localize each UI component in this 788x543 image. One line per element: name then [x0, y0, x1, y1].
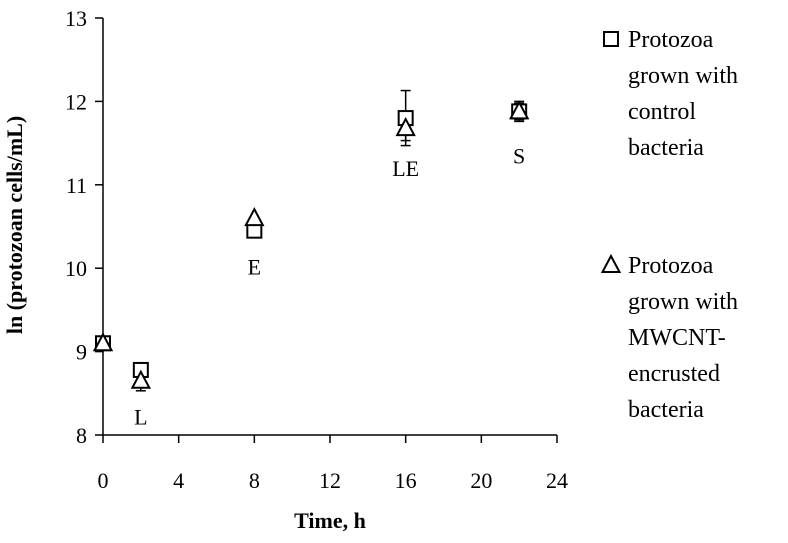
- y-tick-label: 9: [76, 340, 87, 365]
- triangle-data-point: [92, 332, 114, 352]
- axes: [95, 17, 558, 443]
- triangle-legend-marker: [600, 253, 622, 273]
- y-tick-label: 8: [76, 423, 87, 448]
- x-tick-label: 8: [249, 468, 260, 493]
- legend-label: Protozoa: [628, 253, 714, 279]
- y-axis-title: ln (protozoan cells/mL): [2, 116, 27, 334]
- x-tick-label: 20: [470, 468, 492, 493]
- x-tick-label: 16: [395, 468, 417, 493]
- x-tick-label: 12: [319, 468, 341, 493]
- legend-label: bacteria: [628, 135, 704, 161]
- y-tick-label: 10: [65, 256, 87, 281]
- x-axis-title: Time, h: [294, 508, 366, 533]
- legend-label: control: [628, 99, 696, 125]
- legend-label: grown with: [628, 289, 738, 315]
- y-tick-label: 12: [65, 89, 87, 114]
- error-bars: [135, 89, 525, 392]
- legend-label: encrusted: [628, 361, 720, 387]
- phase-label: LE: [392, 156, 419, 181]
- triangle-data-point: [395, 116, 416, 137]
- legend-label: bacteria: [628, 397, 704, 423]
- triangle-data-point: [130, 369, 151, 389]
- x-tick-label: 0: [98, 468, 109, 493]
- data-points: [92, 100, 530, 389]
- y-tick-label: 11: [66, 173, 87, 198]
- x-tick-labels: 0 4 8 12 16 20 24: [98, 468, 569, 493]
- legend-label: Protozoa: [628, 27, 714, 53]
- triangle-data-point: [244, 207, 265, 227]
- y-tick-labels: 8 9 10 11 12 13: [65, 6, 87, 448]
- phase-label: S: [513, 144, 525, 169]
- triangle-data-point: [509, 100, 530, 120]
- legend: Protozoa grown with control bacteria Protozo…: [600, 27, 738, 423]
- square-legend-marker: [603, 31, 619, 47]
- legend-label: grown with: [628, 63, 738, 89]
- phase-label: E: [248, 255, 261, 280]
- x-tick-label: 4: [173, 468, 184, 493]
- legend-label: MWCNT-: [628, 325, 726, 351]
- x-tick-label: 24: [546, 468, 568, 493]
- phase-label: L: [134, 405, 147, 430]
- y-tick-label: 13: [65, 6, 87, 31]
